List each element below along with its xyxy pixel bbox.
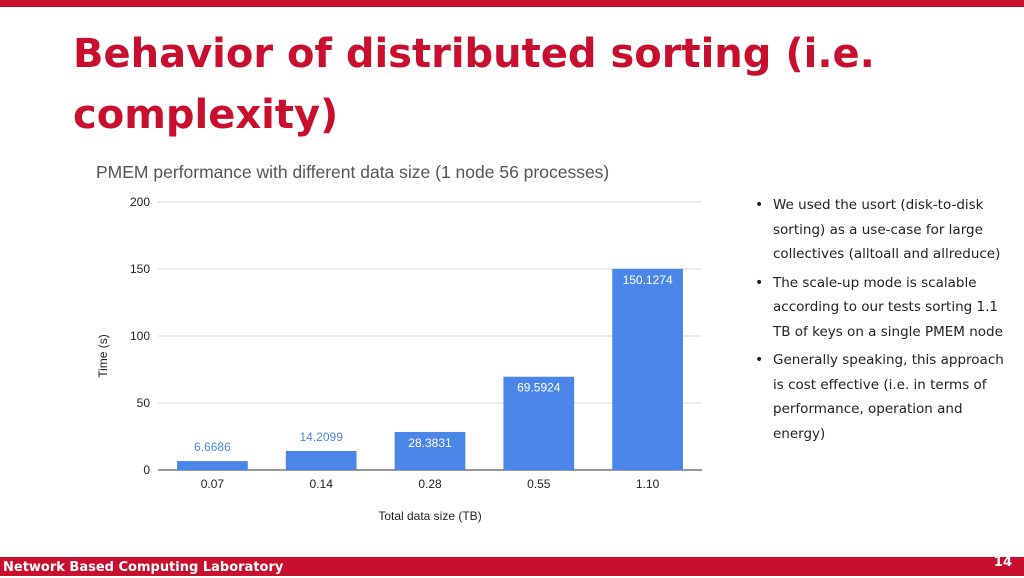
data-label: 6.6686 <box>194 440 231 454</box>
footer-bar: Network Based Computing Laboratory 14 <box>0 555 1024 576</box>
bullet-item: The scale-up mode is scalable according … <box>753 271 1015 345</box>
bar <box>394 431 466 470</box>
bar <box>612 268 683 470</box>
bar-chart: PMEM performance with different data siz… <box>96 162 702 523</box>
gridlines <box>158 201 702 471</box>
data-label: 150.1274 <box>623 273 673 287</box>
x-axis-label: Total data size (TB) <box>378 509 481 523</box>
tick-labels: 0 50 100 150 200 0.07 0.14 0.28 0.55 1.10 <box>130 195 660 491</box>
bullet-list: We used the usort (disk-to-disk sorting)… <box>753 193 1015 450</box>
footer-lab-name: Network Based Computing Laboratory <box>3 560 284 575</box>
page-number: 14 <box>993 555 1012 570</box>
data-label: 28.3831 <box>408 436 452 450</box>
bar <box>177 461 248 470</box>
top-accent-bar <box>0 0 1024 7</box>
x-tick-label: 1.10 <box>636 477 660 491</box>
bullet-item: We used the usort (disk-to-disk sorting)… <box>753 193 1015 267</box>
y-tick-label: 100 <box>130 329 150 343</box>
slide-title: Behavior of distributed sorting (i.e. co… <box>73 31 875 138</box>
y-tick-label: 0 <box>143 463 150 477</box>
y-tick-label: 50 <box>137 396 151 410</box>
y-axis-label: Time (s) <box>96 334 110 378</box>
bar <box>285 450 357 470</box>
data-label: 14.2099 <box>300 430 344 444</box>
bar <box>503 376 575 470</box>
y-tick-label: 150 <box>130 262 150 276</box>
x-tick-label: 0.55 <box>527 477 551 491</box>
bars <box>177 268 683 470</box>
x-tick-label: 0.28 <box>418 477 442 491</box>
data-labels: 6.6686 14.2099 28.3831 69.5924 150.1274 <box>194 273 673 454</box>
bullet-item: Generally speaking, this approach is cos… <box>753 348 1015 446</box>
data-label: 69.5924 <box>517 381 561 395</box>
x-tick-label: 0.07 <box>201 477 225 491</box>
chart-title: PMEM performance with different data siz… <box>96 162 609 182</box>
y-tick-label: 200 <box>130 195 150 209</box>
x-tick-label: 0.14 <box>310 477 334 491</box>
